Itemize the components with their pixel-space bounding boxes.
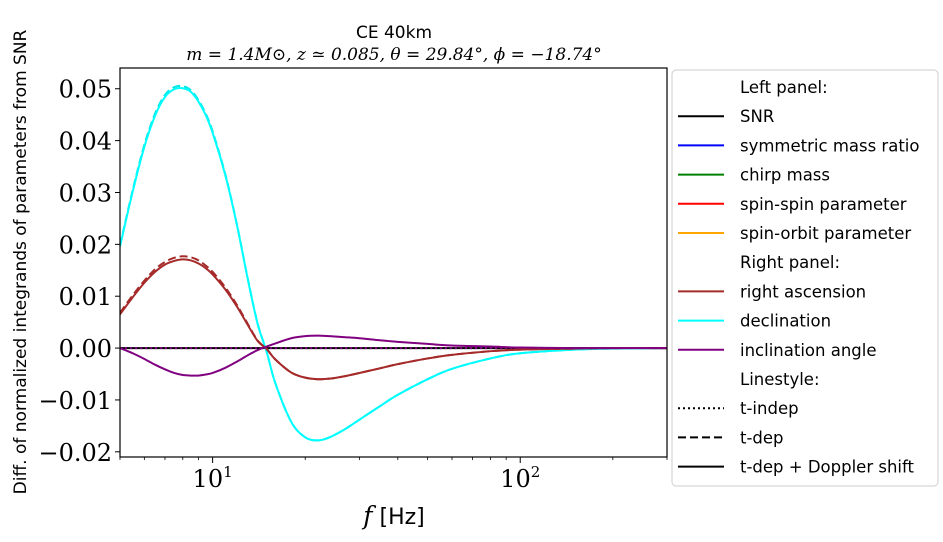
y-tick-label: −0.02	[38, 439, 112, 467]
y-tick-label: 0.01	[59, 283, 112, 311]
x-tick-label-base: 10	[500, 465, 531, 493]
legend-box	[671, 69, 939, 487]
legend-label-right-ascension: right ascension	[740, 282, 866, 301]
legend-label-left-panel: Left panel:	[740, 78, 828, 97]
x-tick-label: 101	[193, 463, 233, 493]
plot-area	[120, 84, 667, 442]
legend: Left panel: SNR symmetric mass ratio chirp …	[671, 69, 939, 487]
y-tick-label: 0.02	[59, 231, 112, 259]
legend-label-t-indep: t-indep	[740, 399, 799, 418]
x-tick-label-exponent: 1	[223, 463, 233, 481]
legend-label-right-panel: Right panel:	[740, 253, 840, 272]
legend-label-snr: SNR	[740, 107, 774, 126]
series-group	[120, 84, 667, 442]
y-tick-label: 0.05	[59, 76, 112, 104]
x-tick-label-base: 10	[193, 465, 224, 493]
series-line-declination	[120, 86, 667, 442]
series-line-inclination-angle	[120, 334, 667, 377]
legend-label-t-dep: t-dep	[740, 428, 784, 447]
legend-label-t-dep-doppler-shift: t-dep + Doppler shift	[740, 458, 915, 477]
legend-label-spin-spin-parameter: spin-spin parameter	[740, 195, 907, 214]
legend-label-chirp-mass: chirp mass	[740, 166, 830, 185]
x-axis-label: f [Hz]	[361, 501, 425, 530]
legend-label-symmetric-mass-ratio: symmetric mass ratio	[740, 136, 919, 155]
x-tick-label: 102	[500, 463, 540, 493]
y-tick-label: −0.01	[38, 387, 112, 415]
x-axis-label-unit: [Hz]	[373, 505, 425, 530]
x-tick-label-exponent: 2	[531, 463, 541, 481]
y-tick-label: 0.00	[59, 335, 112, 363]
series-line-right-ascension	[120, 258, 667, 381]
y-tick-label: 0.04	[59, 128, 112, 156]
y-tick-label: 0.03	[59, 179, 112, 207]
y-axis-label: Diff. of normalized integrands of parame…	[11, 29, 31, 494]
chart-title: CE 40km	[356, 23, 432, 43]
legend-label-inclination-angle: inclination angle	[740, 341, 876, 360]
legend-label-linestyle: Linestyle:	[740, 370, 820, 389]
x-axis-label-variable: f	[361, 501, 376, 530]
series-line-right-ascension-t-dep	[120, 255, 667, 381]
legend-label-spin-orbit-parameter: spin-orbit parameter	[740, 224, 911, 243]
legend-label-declination: declination	[740, 312, 831, 331]
axes-frame	[119, 67, 668, 458]
chart-subtitle: m = 1.4M⊙, z ≃ 0.085, θ = 29.84°, ϕ = −1…	[186, 45, 601, 65]
